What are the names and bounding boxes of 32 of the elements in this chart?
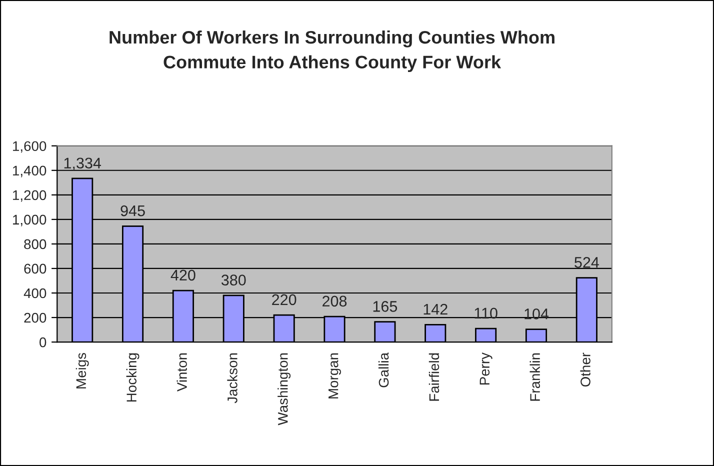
- y-tick-label: 600: [24, 264, 46, 274]
- data-label: 524: [574, 257, 599, 268]
- y-tick-label: 1,600: [13, 141, 46, 153]
- y-tick-label: 800: [24, 239, 46, 250]
- x-tick-label: Perry: [480, 352, 492, 385]
- x-tick-label: Other: [580, 352, 590, 387]
- data-label: 1,334: [64, 158, 102, 170]
- data-label: 380: [221, 274, 246, 286]
- x-tick-label: Washington: [278, 353, 291, 426]
- data-label: 142: [424, 304, 448, 315]
- x-tick-label: Vinton: [176, 353, 187, 392]
- data-label: 420: [170, 270, 196, 281]
- x-tick-label: Jackson: [227, 353, 238, 404]
- y-tick-label: 0: [40, 337, 46, 348]
- x-tick-label: Meigs: [76, 352, 89, 388]
- x-tick-label: Franklin: [530, 353, 540, 401]
- data-label: 208: [322, 296, 347, 307]
- y-tick-label: 200: [24, 312, 46, 323]
- data-label: 945: [120, 205, 145, 216]
- x-tick-label: Fairfield: [428, 353, 440, 401]
- data-label: 110: [474, 308, 498, 319]
- x-tick-label: Morgan: [328, 353, 341, 398]
- data-label: 165: [373, 301, 398, 312]
- y-tick-label: 1,200: [13, 190, 46, 202]
- data-label: 104: [524, 308, 549, 320]
- chart-title: Number Of Workers In Surrounding Counties Whom Commute Into Athens County For Work: [110, 30, 554, 72]
- x-tick-label: Gallia: [378, 352, 389, 388]
- x-tick-label: Hocking: [126, 353, 140, 402]
- y-tick-label: 1,400: [13, 166, 46, 178]
- y-tick-label: 1,000: [13, 214, 46, 226]
- y-tick-label: 400: [24, 288, 46, 298]
- data-label: 220: [272, 294, 296, 306]
